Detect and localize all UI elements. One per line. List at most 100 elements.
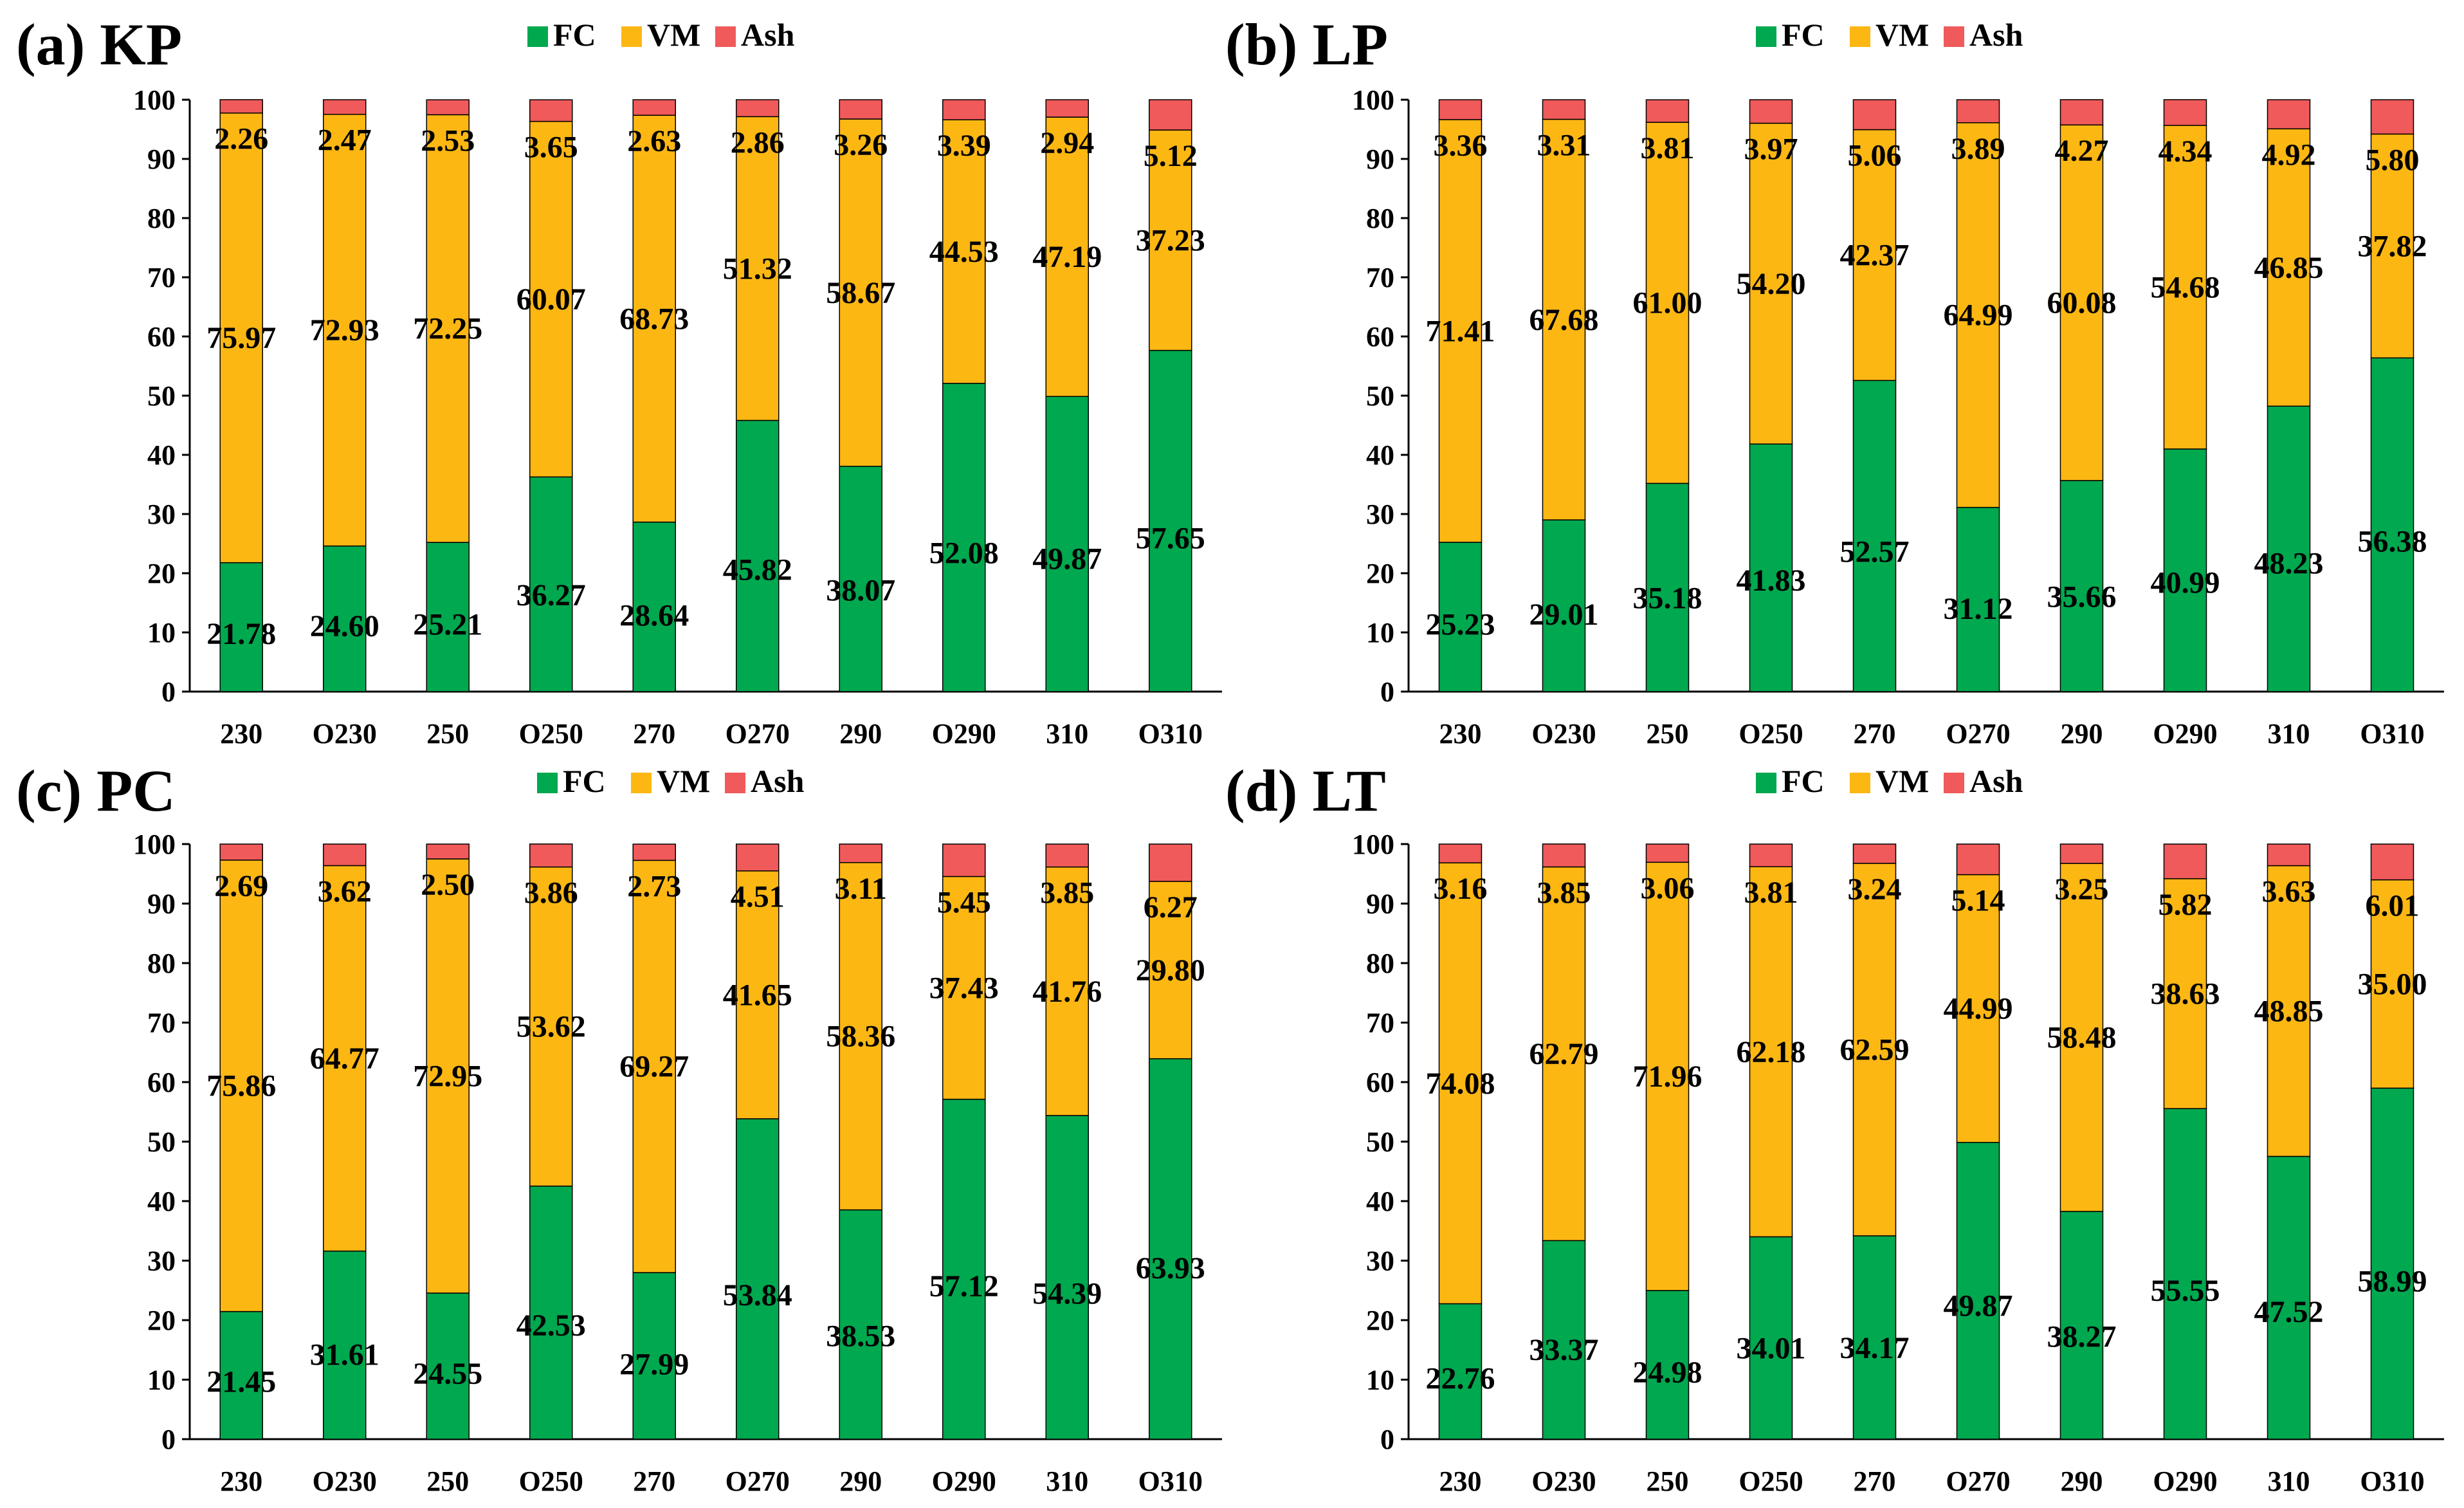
data-label-fc-250: 35.18: [1633, 581, 1702, 615]
data-label-fc-o310: 56.38: [2358, 525, 2427, 559]
bar-ash-250: [1645, 99, 1690, 123]
bar-ash-o310: [2370, 99, 2414, 135]
data-label-ash-o250: 3.65: [524, 131, 578, 165]
data-label-fc-290: 35.66: [2047, 580, 2117, 614]
bar-ash-o270: [1956, 843, 2000, 876]
legend-label-vm: VM: [657, 763, 710, 799]
bar-ash-o310: [1149, 99, 1192, 131]
data-label-vm-250: 72.25: [413, 312, 482, 346]
data-label-fc-o270: 45.82: [723, 553, 792, 587]
data-label-ash-o290: 4.34: [2158, 134, 2213, 169]
y-tick-label: 10: [147, 617, 176, 648]
bar-fc-250: [426, 542, 470, 692]
bar-vm-o310: [1149, 881, 1192, 1060]
x-tick-label: O270: [1946, 1466, 2010, 1497]
legend-swatch-vm: [621, 26, 642, 47]
bar-fc-290: [2059, 1211, 2104, 1440]
bar-ash-o230: [323, 843, 367, 867]
bar-ash-o250: [529, 843, 573, 868]
data-label-vm-250: 71.96: [1633, 1060, 1702, 1094]
bar-vm-290: [839, 862, 882, 1211]
data-label-ash-o310: 6.27: [1144, 890, 1198, 924]
data-label-vm-230: 71.41: [1426, 314, 1495, 348]
x-tick-label: O310: [2360, 718, 2424, 749]
data-label-fc-310: 54.39: [1032, 1277, 1102, 1311]
x-tick-label: O250: [1738, 718, 1803, 749]
y-tick-label: 20: [1366, 1305, 1394, 1336]
x-tick-label: 290: [2061, 718, 2103, 749]
y-tick-label: 0: [1380, 1424, 1394, 1455]
bar-fc-o290: [2163, 1108, 2207, 1440]
legend-label-vm: VM: [1875, 763, 1929, 799]
legend-swatch-fc: [1756, 773, 1776, 793]
bar-vm-290: [839, 118, 882, 467]
data-label-vm-o230: 64.77: [310, 1042, 379, 1076]
legend-swatch-fc: [527, 26, 548, 47]
data-label-ash-o290: 5.45: [937, 885, 991, 919]
x-tick-label: O230: [313, 718, 377, 749]
bar-fc-310: [1045, 1115, 1089, 1440]
x-tick-label: 290: [839, 1466, 882, 1497]
y-tick-label: 0: [1380, 676, 1394, 708]
data-label-fc-270: 27.99: [619, 1347, 689, 1381]
x-tick-label: 250: [426, 1466, 469, 1497]
bar-ash-230: [1438, 99, 1483, 120]
x-tick-label: O290: [2153, 1466, 2217, 1497]
y-tick-label: 90: [147, 143, 176, 175]
y-tick-label: 50: [1366, 380, 1394, 412]
bar-fc-230: [1438, 1303, 1483, 1440]
bar-ash-230: [219, 99, 263, 114]
data-label-ash-o250: 3.97: [1744, 133, 1798, 167]
data-label-ash-250: 3.06: [1641, 871, 1695, 905]
data-label-ash-250: 3.81: [1641, 131, 1695, 165]
bar-vm-250: [1645, 122, 1690, 484]
data-label-ash-310: 4.92: [2262, 138, 2316, 172]
y-tick-label: 60: [1366, 1067, 1394, 1098]
bar-ash-230: [1438, 843, 1483, 863]
y-tick-label: 60: [147, 1067, 176, 1098]
y-tick-label: 30: [147, 1246, 176, 1277]
bar-vm-250: [426, 114, 470, 543]
legend-swatch-vm: [1850, 773, 1870, 793]
bar-fc-250: [426, 1292, 470, 1440]
bar-fc-o230: [1542, 519, 1586, 692]
y-tick-label: 40: [1366, 439, 1394, 471]
data-label-ash-o230: 3.85: [1537, 876, 1591, 910]
data-label-fc-250: 24.98: [1633, 1356, 1702, 1390]
x-tick-label: O310: [1138, 1466, 1203, 1497]
data-label-vm-o250: 54.20: [1737, 267, 1806, 301]
data-label-ash-290: 3.26: [834, 128, 888, 162]
bar-ash-270: [632, 99, 676, 116]
data-label-fc-290: 38.53: [826, 1320, 895, 1354]
y-tick-label: 0: [161, 1424, 176, 1455]
x-tick-label: 310: [1046, 718, 1088, 749]
bar-vm-o290: [2163, 878, 2207, 1109]
bar-ash-o230: [1542, 843, 1586, 868]
x-tick-label: 230: [220, 718, 262, 749]
y-tick-label: 70: [147, 1007, 176, 1039]
data-label-fc-o250: 36.27: [516, 578, 586, 612]
data-label-fc-270: 28.64: [619, 598, 689, 632]
bar-vm-o250: [529, 866, 573, 1187]
data-label-vm-o310: 35.00: [2358, 967, 2427, 1001]
bar-vm-o230: [323, 113, 367, 547]
data-label-vm-230: 74.08: [1426, 1067, 1495, 1101]
bar-ash-o290: [2163, 843, 2207, 879]
data-label-fc-290: 38.07: [826, 573, 895, 607]
data-label-ash-o310: 6.01: [2366, 889, 2420, 923]
y-tick-label: 90: [1366, 888, 1394, 920]
bar-vm-o250: [1749, 866, 1793, 1238]
y-tick-label: 60: [1366, 321, 1394, 353]
data-label-fc-250: 25.21: [413, 608, 482, 642]
data-label-ash-250: 2.53: [421, 124, 475, 158]
data-label-vm-o230: 62.79: [1529, 1037, 1599, 1071]
y-tick-label: 10: [1366, 617, 1394, 648]
data-label-fc-230: 22.76: [1426, 1361, 1495, 1395]
y-tick-label: 80: [1366, 948, 1394, 979]
data-label-vm-o250: 60.07: [516, 282, 586, 317]
data-label-vm-250: 61.00: [1633, 286, 1702, 320]
data-label-fc-o290: 52.08: [929, 536, 999, 570]
bar-fc-o310: [2370, 1087, 2414, 1440]
bar-ash-290: [839, 99, 882, 120]
x-tick-label: O310: [1138, 718, 1203, 749]
